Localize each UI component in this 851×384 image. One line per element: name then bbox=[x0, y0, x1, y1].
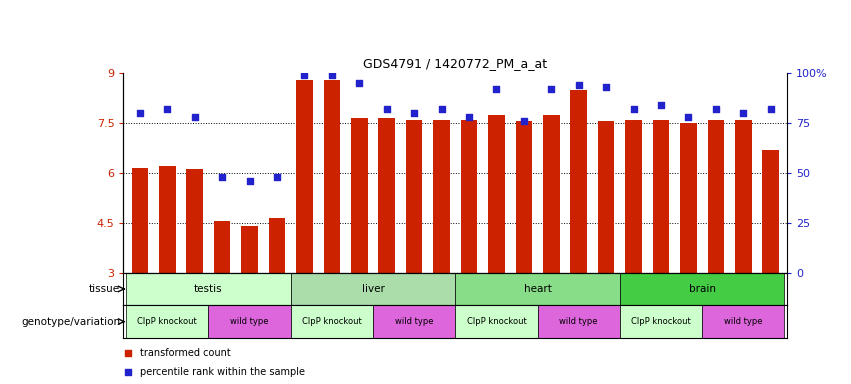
Point bbox=[627, 106, 641, 112]
Point bbox=[352, 80, 366, 86]
Point bbox=[270, 174, 283, 180]
Point bbox=[572, 82, 585, 88]
Point bbox=[380, 106, 393, 112]
Point bbox=[654, 102, 668, 108]
Bar bbox=[708, 119, 724, 273]
Text: tissue: tissue bbox=[89, 284, 120, 294]
Bar bbox=[242, 226, 258, 273]
Point bbox=[709, 106, 722, 112]
Bar bbox=[126, 273, 291, 305]
Bar bbox=[455, 305, 538, 338]
Title: GDS4791 / 1420772_PM_a_at: GDS4791 / 1420772_PM_a_at bbox=[363, 57, 547, 70]
Text: wild type: wild type bbox=[231, 317, 269, 326]
Bar bbox=[516, 121, 532, 273]
Point bbox=[545, 86, 558, 92]
Point bbox=[121, 369, 134, 376]
Bar bbox=[460, 119, 477, 273]
Bar bbox=[296, 79, 312, 273]
Bar bbox=[208, 305, 291, 338]
Text: testis: testis bbox=[194, 284, 223, 294]
Text: ClpP knockout: ClpP knockout bbox=[137, 317, 197, 326]
Bar bbox=[735, 119, 751, 273]
Bar bbox=[625, 119, 642, 273]
Text: ClpP knockout: ClpP knockout bbox=[302, 317, 362, 326]
Point bbox=[489, 86, 503, 92]
Text: liver: liver bbox=[362, 284, 385, 294]
Bar bbox=[323, 79, 340, 273]
Text: genotype/variation: genotype/variation bbox=[21, 316, 120, 327]
Bar bbox=[159, 166, 175, 273]
Bar bbox=[291, 305, 373, 338]
Point bbox=[462, 114, 476, 120]
Text: wild type: wild type bbox=[559, 317, 598, 326]
Bar bbox=[186, 169, 203, 273]
Bar bbox=[543, 114, 559, 273]
Bar bbox=[269, 218, 285, 273]
Point bbox=[764, 106, 778, 112]
Bar bbox=[598, 121, 614, 273]
Point bbox=[435, 106, 448, 112]
Text: brain: brain bbox=[688, 284, 716, 294]
Bar bbox=[373, 305, 455, 338]
Point bbox=[599, 84, 613, 90]
Point bbox=[243, 178, 256, 184]
Bar bbox=[538, 305, 620, 338]
Text: percentile rank within the sample: percentile rank within the sample bbox=[140, 367, 306, 377]
Bar bbox=[132, 168, 148, 273]
Point bbox=[408, 110, 421, 116]
Point bbox=[161, 106, 174, 112]
Bar bbox=[762, 149, 779, 273]
Text: heart: heart bbox=[523, 284, 551, 294]
Text: transformed count: transformed count bbox=[140, 348, 231, 358]
Point bbox=[121, 350, 134, 356]
Point bbox=[736, 110, 750, 116]
Point bbox=[298, 72, 311, 78]
Bar bbox=[620, 305, 702, 338]
Bar bbox=[126, 305, 208, 338]
Text: ClpP knockout: ClpP knockout bbox=[466, 317, 526, 326]
Text: wild type: wild type bbox=[724, 317, 762, 326]
Bar bbox=[455, 273, 620, 305]
Bar bbox=[214, 221, 231, 273]
Text: wild type: wild type bbox=[395, 317, 433, 326]
Bar bbox=[379, 118, 395, 273]
Point bbox=[133, 110, 146, 116]
Bar bbox=[653, 119, 669, 273]
Point bbox=[682, 114, 695, 120]
Bar bbox=[702, 305, 785, 338]
Bar bbox=[406, 119, 422, 273]
Point bbox=[188, 114, 202, 120]
Bar bbox=[620, 273, 785, 305]
Bar bbox=[291, 273, 455, 305]
Point bbox=[325, 72, 339, 78]
Point bbox=[215, 174, 229, 180]
Bar bbox=[488, 114, 505, 273]
Bar bbox=[351, 118, 368, 273]
Bar bbox=[433, 119, 450, 273]
Text: ClpP knockout: ClpP knockout bbox=[631, 317, 691, 326]
Bar bbox=[680, 123, 697, 273]
Point bbox=[517, 118, 531, 124]
Bar bbox=[570, 89, 587, 273]
